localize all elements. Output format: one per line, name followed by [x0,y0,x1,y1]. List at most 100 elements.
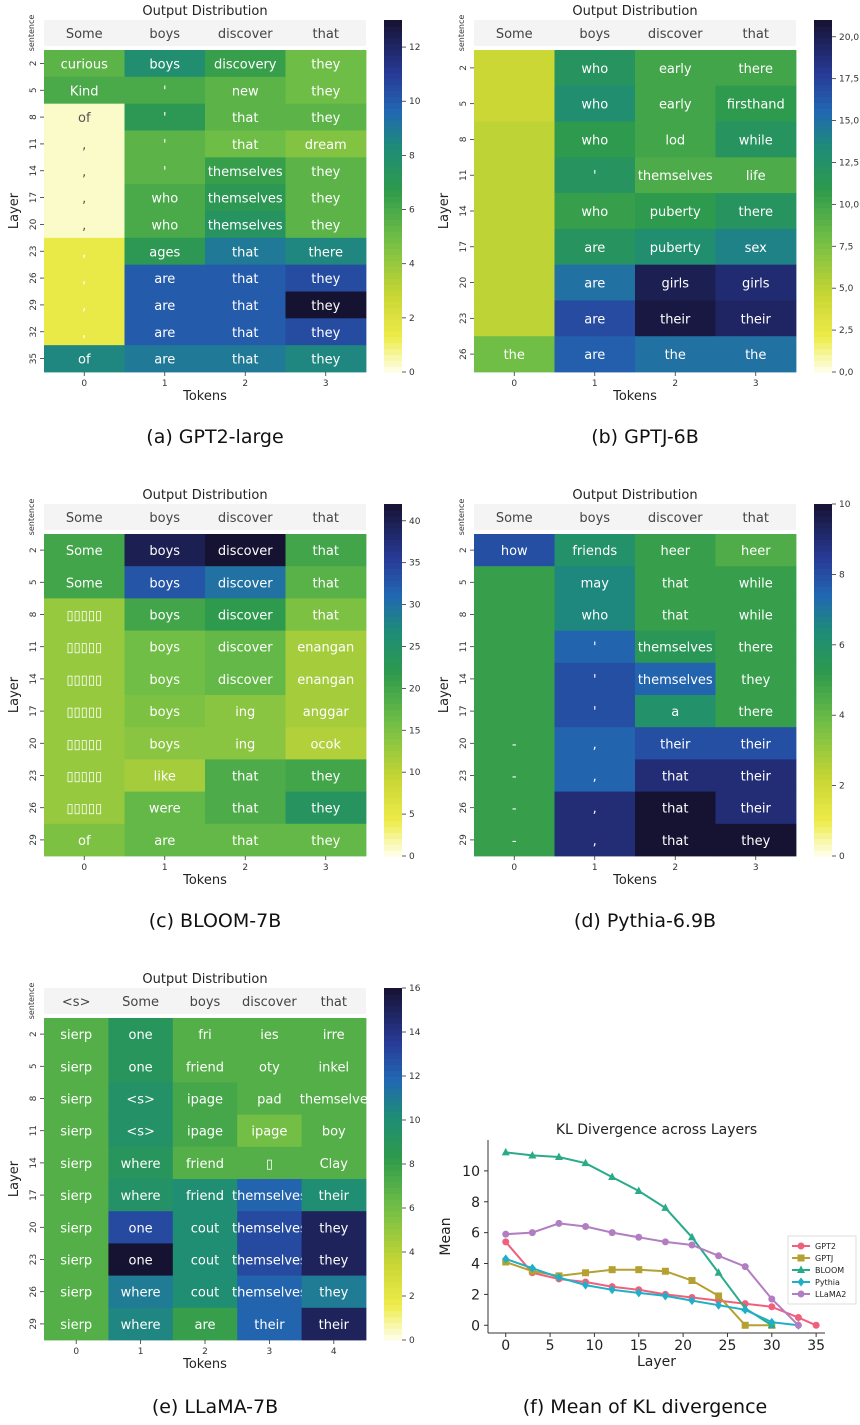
colorbar-segment [384,698,402,704]
row-tick-label: 26 [29,272,39,284]
row-tick-label: 20 [459,737,469,749]
y-tick-label: 10 [462,1164,480,1180]
heatmap-e: Output Distribution<s> Some boys discover th… [0,968,430,1421]
cell-label: that [662,576,688,591]
colorbar-segment [384,756,402,762]
colorbar-segment [384,343,402,349]
colorbar-segment [814,703,832,709]
colorbar-segment [814,680,832,686]
colorbar-segment [384,302,402,308]
x-tick-label: 20 [674,1338,692,1354]
colorbar-tick-label: 17,5 [839,75,859,85]
x-tick-label: 3 [753,863,759,873]
cell-label: fri [198,1028,212,1043]
row-tick-label: 17 [459,705,469,716]
x-tick-label: 10 [586,1338,604,1354]
cell-label: they [311,770,340,785]
cell-label: , [82,165,86,180]
cell-label: their [741,737,772,752]
cell-label: they [311,165,340,180]
colorbar-segment [814,126,832,132]
colorbar-segment [384,1076,402,1082]
cell-label: irre [323,1028,345,1043]
legend-label: Pythia [815,1278,840,1287]
colorbar-segment [814,278,832,284]
colorbar-segment [814,108,832,114]
row-tick-label: 5 [459,101,469,107]
colorbar-tick-label: 6 [409,206,415,216]
cell-label: boy [322,1125,346,1140]
colorbar-segment [384,296,402,302]
heatmap-caption: (a) GPT2-large [146,426,283,448]
colorbar-tick-label: 2 [409,314,415,324]
colorbar-segment [384,331,402,337]
cell-label: they [311,192,340,207]
colorbar-segment [814,290,832,296]
colorbar-segment [384,108,402,114]
cell-label: that [313,609,339,624]
colorbar-segment [814,131,832,137]
row-tick-label: 20 [29,1221,39,1233]
colorbar-segment [814,721,832,727]
colorbar-segment [384,645,402,651]
cell-label: enangan [297,673,354,688]
cell-label: sierp [60,1189,92,1204]
colorbar-segment [814,786,832,792]
colorbar-segment [384,1117,402,1123]
cell-label: are [154,834,175,849]
colorbar-tick-label: 0,0 [839,368,854,378]
colorbar-segment [814,302,832,308]
heatmap-panel-e: Output Distribution <s> Some boys discover th… [0,968,430,1421]
colorbar-segment [814,621,832,627]
colorbar-segment [384,1170,402,1176]
x-tick-label: 0 [501,1338,510,1354]
header-token: Some [66,27,103,42]
cell-label: discovery [214,57,277,72]
colorbar-segment [384,727,402,733]
y-tick-label: 8 [471,1195,480,1211]
header-token: that [321,995,347,1010]
colorbar-segment [384,668,402,674]
colorbar-segment [814,563,832,569]
heatmap-title: Output Distribution [572,488,697,503]
x-tick-label: 1 [162,863,168,873]
colorbar-segment [384,827,402,833]
colorbar-segment [814,633,832,639]
colorbar-segment [384,692,402,698]
colorbar-segment [814,827,832,833]
y-axis-label: Layer [437,676,452,713]
cell-label: - [512,770,517,785]
colorbar-segment [814,55,832,61]
row-tick-label: 2 [29,61,39,67]
x-tick-label: 1 [592,863,598,873]
colorbar-segment [384,797,402,803]
colorbar-segment [384,38,402,44]
colorbar-segment [384,1029,402,1035]
colorbar-segment [814,838,832,844]
cell-label: where [121,1286,161,1301]
legend-label: GPTJ [815,1254,833,1263]
colorbar-segment [384,1070,402,1076]
colorbar-segment [814,604,832,610]
colorbar-segment [384,715,402,721]
colorbar-segment [384,325,402,331]
point-marker [742,1305,749,1314]
colorbar-segment [814,803,832,809]
y-axis-label: Layer [7,1160,22,1197]
kl-line-panel: KL Divergence across Layers 0 5 10 15 20 25 30 3… [430,968,860,1421]
colorbar-segment [384,657,402,663]
colorbar-segment [814,727,832,733]
point-marker [635,1266,642,1273]
row-tick-label: 8 [459,611,469,617]
chart-title: KL Divergence across Layers [556,1122,757,1138]
x-tick-label: 3 [323,379,329,389]
colorbar-segment [384,1158,402,1164]
cell-label: that [662,770,688,785]
cell-label: that [232,138,258,153]
header-token: Some [66,511,103,526]
cell-label: friends [572,544,617,559]
colorbar-segment [814,149,832,155]
cell-label: they [311,111,340,126]
point-marker [688,1241,695,1248]
cell-label: that [232,326,258,341]
